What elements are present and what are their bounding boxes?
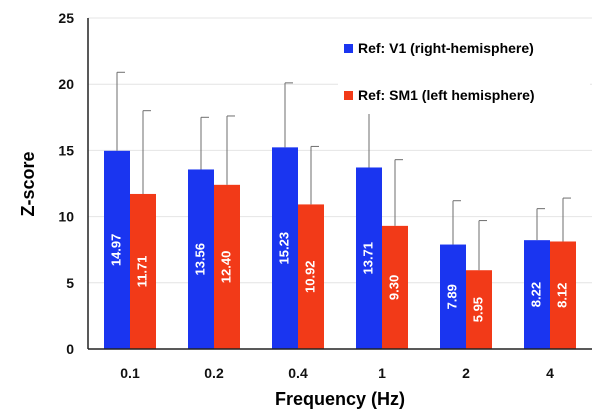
y-tick-label: 10 — [58, 209, 74, 225]
x-tick-label: 4 — [546, 365, 554, 381]
legend: Ref: V1 (right-hemisphere) Ref: SM1 (lef… — [338, 30, 590, 114]
data-label: 14.97 — [108, 234, 123, 267]
legend-swatch-v1 — [344, 44, 353, 53]
data-label: 5.95 — [470, 297, 485, 322]
bar — [524, 240, 550, 349]
data-label: 13.71 — [360, 242, 375, 275]
legend-label-sm1: Ref: SM1 (left hemisphere) — [358, 87, 535, 103]
y-axis-title: Z-score — [18, 151, 38, 216]
bar — [104, 150, 130, 349]
bar — [272, 147, 298, 349]
data-label: 15.23 — [276, 232, 291, 265]
y-tick-labels: 0 5 10 15 20 25 — [58, 10, 74, 357]
bar — [466, 270, 492, 349]
data-label: 13.56 — [192, 243, 207, 276]
data-label: 12.40 — [218, 251, 233, 284]
y-tick-label: 20 — [58, 76, 74, 92]
data-label: 11.71 — [134, 256, 149, 288]
data-label: 9.30 — [386, 275, 401, 300]
legend-background — [338, 30, 590, 114]
x-tick-label: 0.2 — [204, 365, 224, 381]
bar — [298, 204, 324, 349]
y-tick-label: 15 — [58, 142, 74, 158]
bar — [550, 241, 576, 349]
data-label: 10.92 — [302, 260, 317, 293]
x-tick-label: 2 — [462, 365, 470, 381]
bar — [382, 225, 408, 349]
x-tick-labels: 0.1 0.2 0.4 1 2 4 — [120, 365, 554, 381]
x-tick-label: 0.1 — [120, 365, 140, 381]
bars: 14.97 11.71 13.56 12.40 15.23 10.92 13.71 9.30 7… — [104, 71, 576, 349]
bar — [214, 184, 240, 349]
x-tick-label: 0.4 — [288, 365, 308, 381]
data-label: 8.22 — [528, 282, 543, 307]
y-tick-label: 25 — [58, 10, 74, 26]
data-label: 8.12 — [554, 283, 569, 308]
bar — [130, 193, 156, 349]
bar — [188, 169, 214, 349]
bar — [356, 167, 382, 349]
y-tick-label: 5 — [66, 275, 74, 291]
x-tick-label: 1 — [378, 365, 386, 381]
bar — [440, 244, 466, 349]
y-tick-label: 0 — [66, 341, 74, 357]
axes — [87, 18, 592, 350]
legend-swatch-sm1 — [344, 91, 353, 100]
data-label: 7.89 — [444, 284, 459, 309]
x-axis-title: Frequency (Hz) — [275, 389, 405, 409]
legend-label-v1: Ref: V1 (right-hemisphere) — [358, 40, 534, 56]
